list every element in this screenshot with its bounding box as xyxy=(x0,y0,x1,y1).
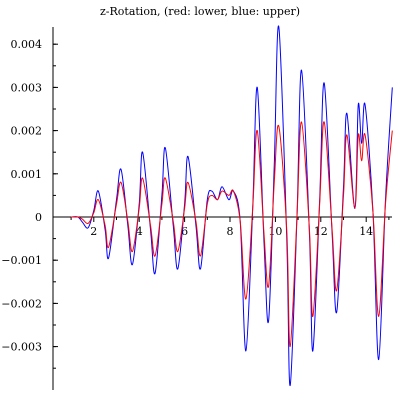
y-tick-label: 0.001 xyxy=(11,168,43,181)
chart-title: z-Rotation, (red: lower, blue: upper) xyxy=(99,5,301,18)
y-tick-label: −0.001 xyxy=(1,254,42,267)
y-tick-label: 0.004 xyxy=(11,38,43,51)
y-tick-label: 0 xyxy=(35,211,42,224)
y-tick-label: 0.003 xyxy=(11,81,43,94)
x-tick-label: 14 xyxy=(359,225,373,238)
x-tick-label: 10 xyxy=(268,225,282,238)
x-tick-label: 2 xyxy=(90,225,97,238)
x-tick-label: 8 xyxy=(227,225,234,238)
y-tick-label: 0.002 xyxy=(11,125,43,138)
x-tick-label: 4 xyxy=(136,225,143,238)
series-lower-line xyxy=(71,121,393,348)
x-tick-label: 6 xyxy=(181,225,188,238)
y-tick-label: −0.002 xyxy=(1,297,42,310)
y-tick-label: −0.003 xyxy=(1,341,42,354)
series-upper-line xyxy=(71,25,393,386)
x-tick-label: 12 xyxy=(314,225,328,238)
